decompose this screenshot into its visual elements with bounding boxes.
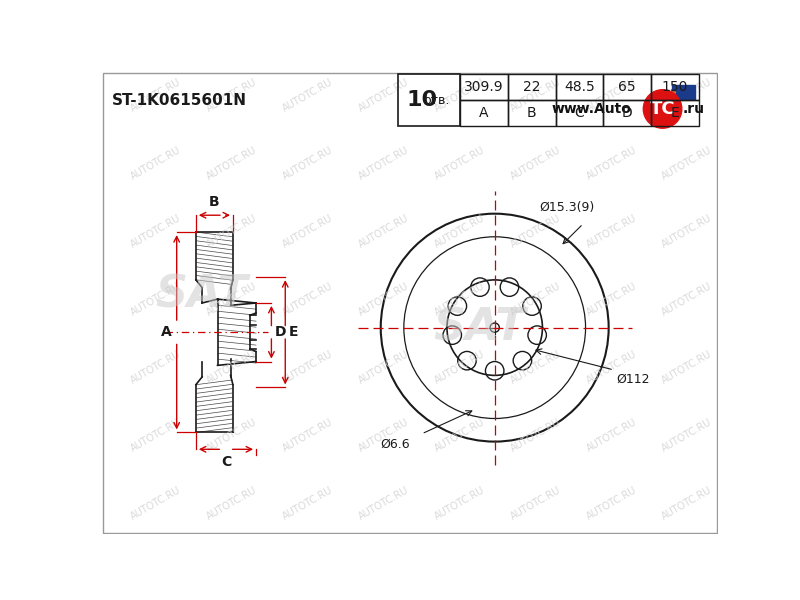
Text: AUTOTC.RU: AUTOTC.RU	[281, 77, 334, 113]
Text: AUTOTC.RU: AUTOTC.RU	[205, 485, 258, 521]
Text: AUTOTC.RU: AUTOTC.RU	[129, 281, 182, 317]
Bar	[508, 74, 555, 100]
Text: AUTOTC.RU: AUTOTC.RU	[660, 281, 714, 317]
Text: AUTOTC.RU: AUTOTC.RU	[205, 281, 258, 317]
Text: отв.: отв.	[423, 94, 450, 107]
Text: AUTOTC.RU: AUTOTC.RU	[281, 213, 334, 250]
Text: AUTOTC.RU: AUTOTC.RU	[509, 145, 562, 182]
Text: AUTOTC.RU: AUTOTC.RU	[281, 145, 334, 182]
Text: AUTOTC.RU: AUTOTC.RU	[281, 417, 334, 454]
Text: AUTOTC.RU: AUTOTC.RU	[281, 281, 334, 317]
Text: 10: 10	[406, 90, 438, 110]
Circle shape	[643, 90, 682, 128]
Text: AUTOTC.RU: AUTOTC.RU	[205, 77, 258, 113]
Text: AUTOTC.RU: AUTOTC.RU	[660, 145, 714, 182]
Text: A: A	[162, 325, 172, 339]
Text: AUTOTC.RU: AUTOTC.RU	[585, 349, 638, 386]
Text: AUTOTC.RU: AUTOTC.RU	[433, 213, 486, 250]
Text: AUTOTC.RU: AUTOTC.RU	[433, 349, 486, 386]
Text: www.Auto: www.Auto	[552, 102, 632, 116]
Text: 150: 150	[662, 80, 688, 94]
Bar	[398, 74, 460, 126]
Text: AUTOTC.RU: AUTOTC.RU	[205, 145, 258, 182]
Text: AUTOTC.RU: AUTOTC.RU	[660, 213, 714, 250]
Bar	[651, 100, 698, 126]
Text: AUTOTC.RU: AUTOTC.RU	[205, 417, 258, 454]
Text: AUTOTC.RU: AUTOTC.RU	[585, 417, 638, 454]
Text: SAT: SAT	[156, 274, 249, 317]
Text: 48.5: 48.5	[564, 80, 594, 94]
Bar	[555, 74, 603, 100]
Text: AUTOTC.RU: AUTOTC.RU	[357, 349, 410, 386]
Text: AUTOTC.RU: AUTOTC.RU	[205, 213, 258, 250]
Text: B: B	[527, 106, 537, 120]
Polygon shape	[660, 92, 676, 105]
Text: AUTOTC.RU: AUTOTC.RU	[585, 145, 638, 182]
Text: Ø15.3(9): Ø15.3(9)	[539, 200, 594, 214]
Text: SAT: SAT	[433, 306, 526, 349]
Text: A: A	[479, 106, 489, 120]
Text: AUTOTC.RU: AUTOTC.RU	[433, 485, 486, 521]
Text: AUTOTC.RU: AUTOTC.RU	[433, 145, 486, 182]
Text: 65: 65	[618, 80, 636, 94]
Text: C: C	[574, 106, 584, 120]
FancyArrow shape	[672, 85, 695, 99]
Bar	[508, 100, 555, 126]
Text: AUTOTC.RU: AUTOTC.RU	[129, 145, 182, 182]
Text: AUTOTC.RU: AUTOTC.RU	[129, 485, 182, 521]
Text: E: E	[670, 106, 679, 120]
Text: AUTOTC.RU: AUTOTC.RU	[509, 213, 562, 250]
Text: AUTOTC.RU: AUTOTC.RU	[205, 349, 258, 386]
Text: B: B	[209, 195, 220, 209]
Text: AUTOTC.RU: AUTOTC.RU	[433, 77, 486, 113]
Text: ST-1K0615601N: ST-1K0615601N	[111, 92, 246, 107]
Text: AUTOTC.RU: AUTOTC.RU	[509, 417, 562, 454]
Text: AUTOTC.RU: AUTOTC.RU	[660, 349, 714, 386]
Text: AUTOTC.RU: AUTOTC.RU	[357, 417, 410, 454]
Text: AUTOTC.RU: AUTOTC.RU	[433, 281, 486, 317]
Text: AUTOTC.RU: AUTOTC.RU	[433, 417, 486, 454]
Text: AUTOTC.RU: AUTOTC.RU	[660, 485, 714, 521]
Text: AUTOTC.RU: AUTOTC.RU	[129, 213, 182, 250]
Text: C: C	[221, 455, 231, 469]
Text: AUTOTC.RU: AUTOTC.RU	[357, 77, 410, 113]
Text: AUTOTC.RU: AUTOTC.RU	[129, 77, 182, 113]
Text: AUTOTC.RU: AUTOTC.RU	[357, 281, 410, 317]
Text: AUTOTC.RU: AUTOTC.RU	[129, 349, 182, 386]
Text: 22: 22	[523, 80, 541, 94]
Text: AUTOTC.RU: AUTOTC.RU	[585, 281, 638, 317]
Bar	[651, 74, 698, 100]
Text: Ø6.6: Ø6.6	[381, 438, 410, 451]
Text: TC: TC	[650, 100, 675, 118]
Bar	[603, 100, 651, 126]
Text: AUTOTC.RU: AUTOTC.RU	[357, 145, 410, 182]
Text: AUTOTC.RU: AUTOTC.RU	[357, 485, 410, 521]
Bar	[603, 74, 651, 100]
Text: AUTOTC.RU: AUTOTC.RU	[585, 77, 638, 113]
Text: AUTOTC.RU: AUTOTC.RU	[509, 77, 562, 113]
Text: Ø112: Ø112	[616, 372, 650, 385]
Text: AUTOTC.RU: AUTOTC.RU	[509, 349, 562, 386]
Text: .ru: .ru	[682, 102, 705, 116]
Text: AUTOTC.RU: AUTOTC.RU	[281, 485, 334, 521]
Text: AUTOTC.RU: AUTOTC.RU	[357, 213, 410, 250]
Text: AUTOTC.RU: AUTOTC.RU	[509, 281, 562, 317]
Text: AUTOTC.RU: AUTOTC.RU	[660, 417, 714, 454]
Text: AUTOTC.RU: AUTOTC.RU	[660, 77, 714, 113]
Text: AUTOTC.RU: AUTOTC.RU	[509, 485, 562, 521]
Text: D: D	[274, 325, 286, 339]
Text: 309.9: 309.9	[464, 80, 504, 94]
Text: E: E	[288, 325, 298, 339]
Text: AUTOTC.RU: AUTOTC.RU	[585, 213, 638, 250]
Bar	[555, 100, 603, 126]
Text: AUTOTC.RU: AUTOTC.RU	[129, 417, 182, 454]
Bar	[460, 100, 508, 126]
Text: AUTOTC.RU: AUTOTC.RU	[585, 485, 638, 521]
Text: D: D	[622, 106, 633, 120]
Bar	[460, 74, 508, 100]
Text: AUTOTC.RU: AUTOTC.RU	[281, 349, 334, 386]
